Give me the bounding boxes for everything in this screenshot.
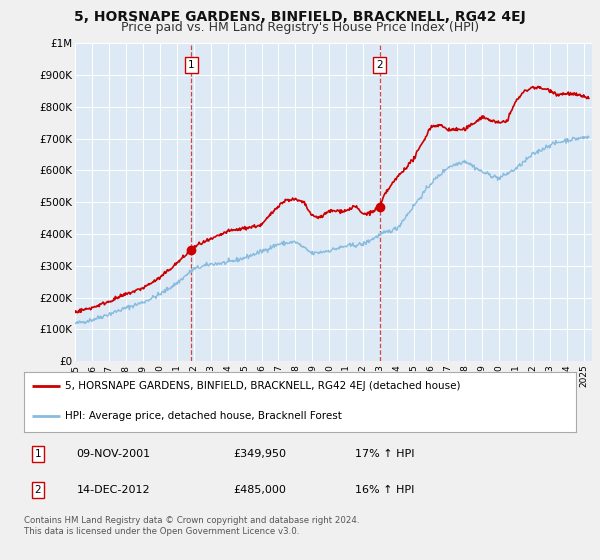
Text: Price paid vs. HM Land Registry's House Price Index (HPI): Price paid vs. HM Land Registry's House … xyxy=(121,21,479,34)
Text: 16% ↑ HPI: 16% ↑ HPI xyxy=(355,485,415,494)
Text: £485,000: £485,000 xyxy=(234,485,287,494)
Text: 5, HORSNAPE GARDENS, BINFIELD, BRACKNELL, RG42 4EJ (detached house): 5, HORSNAPE GARDENS, BINFIELD, BRACKNELL… xyxy=(65,381,461,391)
Text: 14-DEC-2012: 14-DEC-2012 xyxy=(76,485,150,494)
Text: 2: 2 xyxy=(34,485,41,494)
Text: HPI: Average price, detached house, Bracknell Forest: HPI: Average price, detached house, Brac… xyxy=(65,411,342,421)
Text: 09-NOV-2001: 09-NOV-2001 xyxy=(76,449,151,459)
Text: 5, HORSNAPE GARDENS, BINFIELD, BRACKNELL, RG42 4EJ: 5, HORSNAPE GARDENS, BINFIELD, BRACKNELL… xyxy=(74,10,526,24)
Text: 2: 2 xyxy=(376,60,383,71)
Text: 17% ↑ HPI: 17% ↑ HPI xyxy=(355,449,415,459)
Text: £349,950: £349,950 xyxy=(234,449,287,459)
Text: 1: 1 xyxy=(188,60,194,71)
Text: Contains HM Land Registry data © Crown copyright and database right 2024.
This d: Contains HM Land Registry data © Crown c… xyxy=(24,516,359,536)
Text: 1: 1 xyxy=(34,449,41,459)
